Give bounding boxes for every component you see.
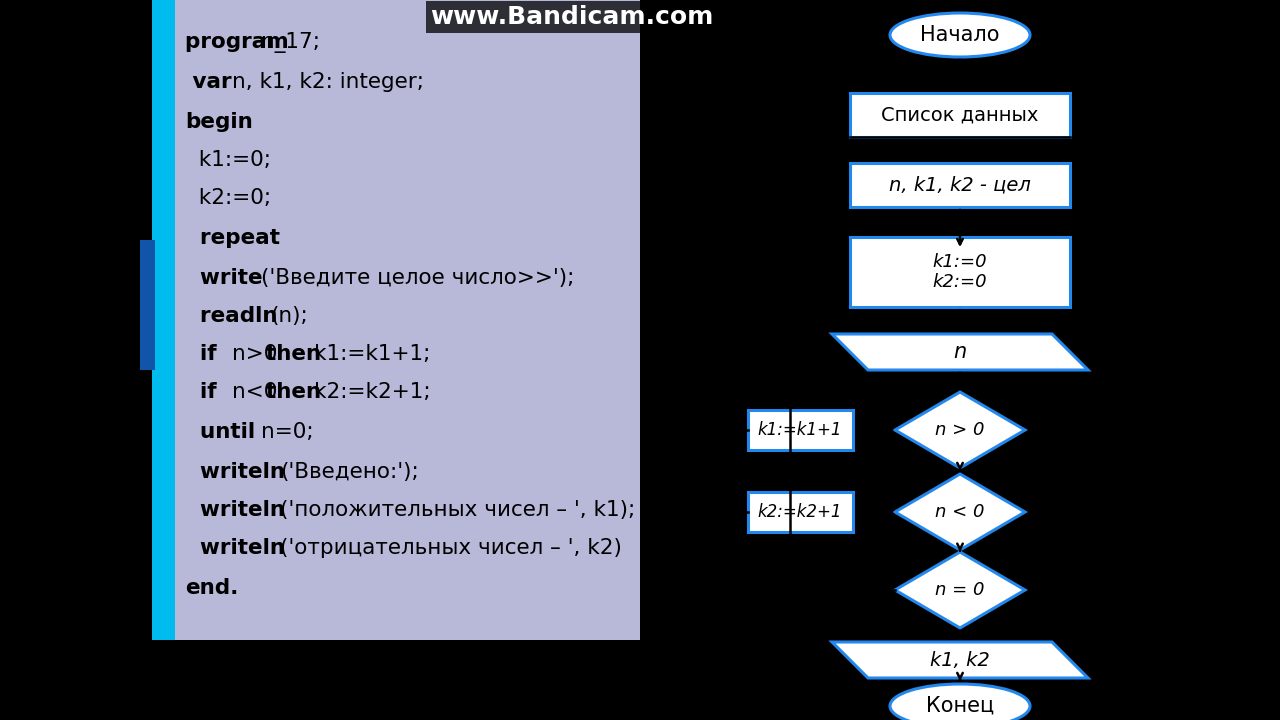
Text: writeln: writeln — [186, 500, 293, 520]
Text: ('положительных чисел – ', k1);: ('положительных чисел – ', k1); — [280, 500, 635, 520]
Bar — [850, 163, 1070, 207]
Polygon shape — [895, 552, 1025, 628]
Polygon shape — [895, 392, 1025, 468]
Text: n < 0: n < 0 — [936, 503, 984, 521]
Text: if: if — [186, 344, 224, 364]
Text: нет: нет — [1029, 521, 1057, 536]
Text: n>0: n>0 — [233, 344, 284, 364]
Bar — [175, 0, 640, 640]
Bar — [140, 240, 155, 370]
Text: k1:=0
k2:=0: k1:=0 k2:=0 — [933, 253, 987, 292]
Ellipse shape — [890, 684, 1030, 720]
Text: ('Введите целое число>>');: ('Введите целое число>>'); — [261, 268, 575, 288]
Text: end.: end. — [186, 578, 238, 598]
Text: k1:=k1+1;: k1:=k1+1; — [314, 344, 430, 364]
Text: ('Введено:');: ('Введено:'); — [280, 462, 419, 482]
Text: k2:=k2+1;: k2:=k2+1; — [314, 382, 430, 402]
Text: n_17;: n_17; — [261, 32, 320, 53]
Text: n=0;: n=0; — [261, 422, 314, 442]
Text: k1, k2: k1, k2 — [931, 650, 989, 670]
Text: да: да — [873, 402, 893, 418]
Bar — [152, 0, 175, 640]
Bar — [850, 93, 1070, 137]
Polygon shape — [832, 334, 1088, 370]
Text: readln: readln — [186, 306, 285, 326]
Text: да: да — [1029, 598, 1048, 613]
Text: writeln: writeln — [186, 462, 293, 482]
Ellipse shape — [890, 13, 1030, 57]
Text: program: program — [186, 32, 296, 52]
Bar — [850, 237, 1070, 307]
Text: n<0: n<0 — [233, 382, 284, 402]
Text: k1:=k1+1: k1:=k1+1 — [758, 421, 842, 439]
Text: n = 0: n = 0 — [936, 581, 984, 599]
Text: n, k1, k2: integer;: n, k1, k2: integer; — [233, 72, 425, 92]
Text: writeln: writeln — [186, 538, 293, 558]
Bar — [748, 492, 852, 532]
Text: www.Bandicam.com: www.Bandicam.com — [430, 5, 713, 29]
Text: k1:=0;: k1:=0; — [186, 150, 271, 170]
Text: k2:=k2+1: k2:=k2+1 — [758, 503, 842, 521]
Text: нет: нет — [1029, 438, 1057, 454]
Text: var: var — [186, 72, 239, 92]
Polygon shape — [832, 642, 1088, 678]
Text: then: then — [266, 382, 329, 402]
Text: until: until — [186, 422, 262, 442]
Text: нет: нет — [840, 598, 869, 613]
Text: n: n — [954, 342, 966, 362]
Text: ('отрицательных чисел – ', k2): ('отрицательных чисел – ', k2) — [280, 538, 622, 558]
Text: repeat: repeat — [186, 228, 280, 248]
Polygon shape — [895, 474, 1025, 550]
Text: да: да — [873, 485, 893, 500]
Text: k2:=0;: k2:=0; — [186, 188, 271, 208]
Text: (n);: (n); — [270, 306, 308, 326]
Text: write: write — [186, 268, 270, 288]
Text: if: if — [186, 382, 224, 402]
Text: n > 0: n > 0 — [936, 421, 984, 439]
Text: then: then — [266, 344, 329, 364]
Text: Начало: Начало — [920, 25, 1000, 45]
Text: n, k1, k2 - цел: n, k1, k2 - цел — [890, 176, 1030, 194]
Text: Конец: Конец — [925, 696, 995, 716]
Text: Список данных: Список данных — [882, 106, 1038, 125]
Bar — [748, 410, 852, 450]
Text: begin: begin — [186, 112, 252, 132]
